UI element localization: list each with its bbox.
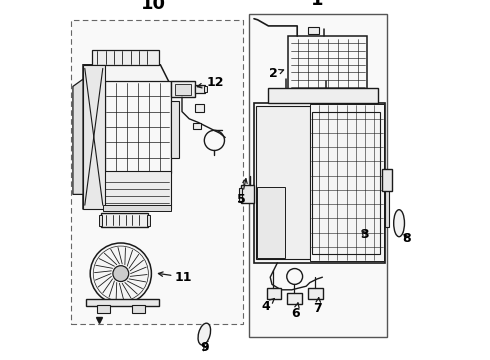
Polygon shape <box>267 288 281 299</box>
Polygon shape <box>193 123 201 129</box>
Polygon shape <box>308 288 323 299</box>
Polygon shape <box>104 81 171 173</box>
Polygon shape <box>288 102 368 108</box>
Polygon shape <box>171 101 179 158</box>
Polygon shape <box>99 215 102 226</box>
Polygon shape <box>386 184 389 227</box>
Polygon shape <box>257 187 285 258</box>
Text: 12: 12 <box>197 76 224 89</box>
Polygon shape <box>103 205 171 211</box>
Circle shape <box>90 243 151 304</box>
Text: 4: 4 <box>262 298 274 312</box>
Polygon shape <box>382 169 392 191</box>
Polygon shape <box>242 185 254 203</box>
Ellipse shape <box>198 323 211 345</box>
Text: 3: 3 <box>360 228 369 240</box>
Polygon shape <box>147 215 150 226</box>
Text: 10: 10 <box>141 0 166 13</box>
Polygon shape <box>310 104 384 261</box>
Polygon shape <box>132 305 145 313</box>
Text: 7: 7 <box>313 298 322 315</box>
Polygon shape <box>83 65 104 209</box>
Polygon shape <box>195 104 204 112</box>
Text: 9: 9 <box>200 341 209 354</box>
Polygon shape <box>83 65 171 209</box>
Circle shape <box>113 266 129 282</box>
Polygon shape <box>195 85 205 93</box>
Text: 2: 2 <box>270 67 284 80</box>
Polygon shape <box>239 188 242 201</box>
Polygon shape <box>269 88 378 103</box>
Polygon shape <box>308 27 319 34</box>
Polygon shape <box>101 213 148 227</box>
Polygon shape <box>73 79 83 194</box>
Polygon shape <box>72 20 243 324</box>
Ellipse shape <box>393 210 404 237</box>
Text: 6: 6 <box>291 303 300 320</box>
Polygon shape <box>288 293 302 304</box>
Polygon shape <box>204 86 207 92</box>
Polygon shape <box>103 171 171 209</box>
Polygon shape <box>92 50 159 65</box>
Polygon shape <box>171 81 195 97</box>
Text: 8: 8 <box>403 232 411 245</box>
Polygon shape <box>86 299 159 306</box>
Polygon shape <box>175 84 191 95</box>
Text: 1: 1 <box>311 0 323 9</box>
Polygon shape <box>248 14 387 337</box>
Polygon shape <box>254 103 386 263</box>
Text: 5: 5 <box>237 179 247 206</box>
Ellipse shape <box>275 193 308 229</box>
Polygon shape <box>256 106 310 259</box>
Polygon shape <box>98 305 110 313</box>
Text: 11: 11 <box>158 271 193 284</box>
Polygon shape <box>288 36 368 102</box>
